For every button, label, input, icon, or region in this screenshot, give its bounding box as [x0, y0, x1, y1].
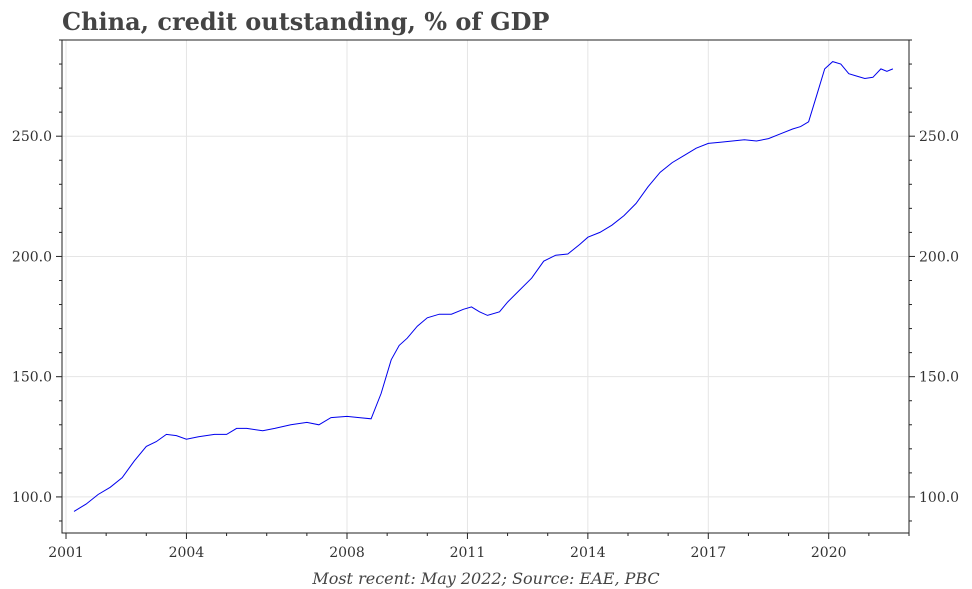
chart-title: China, credit outstanding, % of GDP	[62, 7, 549, 36]
y-tick-label-left: 100.0	[12, 490, 52, 506]
grid-layer	[62, 40, 909, 533]
y-tick-label-left: 250.0	[12, 129, 52, 145]
x-tick-label: 2001	[48, 545, 84, 561]
x-tick-label: 2020	[811, 545, 847, 561]
y-tick-label-right: 250.0	[919, 129, 959, 145]
ticks-layer: 2001 2004 2008 2011 2014 2017 2020 100.0 100.0 15…	[12, 39, 959, 561]
y-tick-label-left: 150.0	[12, 370, 52, 386]
y-tick-label-right: 100.0	[919, 490, 959, 506]
x-tick-label: 2008	[329, 545, 365, 561]
plot-frame	[61, 39, 910, 534]
y-tick-label-left: 200.0	[12, 249, 52, 265]
x-tick-label: 2011	[450, 545, 486, 561]
y-tick-label-right: 200.0	[919, 249, 959, 265]
caption: Most recent: May 2022; Source: EAE, PBC	[311, 569, 659, 588]
x-tick-label: 2014	[570, 545, 606, 561]
y-tick-label-right: 150.0	[919, 370, 959, 386]
series-line	[73, 61, 894, 512]
x-tick-label: 2017	[690, 545, 726, 561]
x-tick-label: 2004	[169, 545, 205, 561]
